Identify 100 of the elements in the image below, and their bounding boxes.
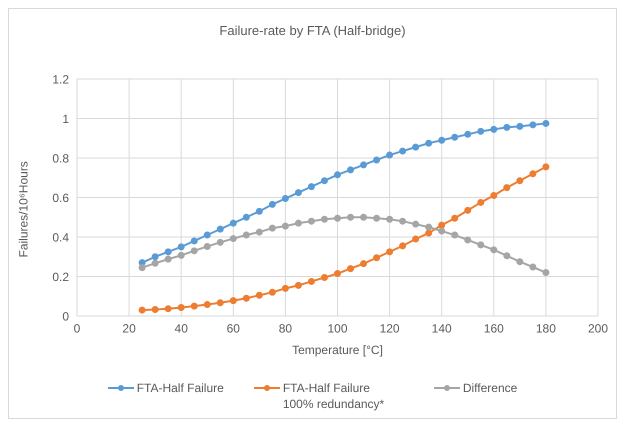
x-tick-label: 80 [278, 322, 292, 336]
point [438, 222, 446, 229]
point [425, 140, 432, 147]
point [373, 156, 380, 164]
point [399, 148, 406, 155]
point [334, 214, 341, 222]
point [360, 260, 368, 268]
point [152, 260, 159, 267]
point [529, 121, 536, 128]
y-tick-label: 0.6 [52, 190, 70, 205]
point [399, 242, 406, 250]
point [152, 306, 159, 313]
point [451, 214, 458, 222]
point [204, 301, 211, 308]
point [178, 243, 185, 250]
point [425, 230, 432, 237]
point [490, 192, 498, 200]
legend-label: Difference [462, 380, 518, 396]
x-tick-label: 180 [536, 322, 556, 336]
point [542, 120, 550, 127]
point [268, 288, 276, 296]
point [138, 306, 146, 314]
point [138, 264, 146, 272]
point [542, 163, 550, 170]
point [190, 247, 198, 254]
x-tick-label: 0 [74, 322, 81, 336]
point [516, 177, 524, 184]
point [190, 237, 198, 244]
point [152, 253, 159, 260]
point [256, 228, 263, 236]
x-tick-label: 20 [122, 322, 136, 336]
y-tick-label: 1 [62, 112, 70, 126]
x-tick-label: 60 [226, 322, 240, 336]
point [529, 264, 536, 271]
point [477, 241, 484, 248]
chart-title: Failure-rate by FTA (Half-bridge) [218, 23, 407, 38]
point [282, 284, 289, 292]
point [412, 235, 420, 242]
point [282, 222, 289, 230]
point [204, 242, 211, 250]
y-tick-label: 0.4 [52, 230, 70, 244]
x-tick-label: 100 [327, 322, 348, 336]
point [320, 216, 328, 223]
point [477, 128, 484, 135]
point [529, 170, 536, 178]
point [438, 228, 446, 235]
x-tick-label: 200 [588, 322, 608, 336]
x-tick-label: 120 [380, 322, 400, 336]
point [360, 214, 368, 221]
point [268, 224, 276, 232]
point [256, 292, 263, 299]
point [516, 122, 524, 130]
point [216, 238, 224, 246]
point [451, 232, 458, 239]
x-axis-title: Temperature [°C] [292, 343, 383, 357]
point [425, 224, 432, 231]
point [230, 297, 237, 304]
point [294, 220, 302, 227]
point [308, 278, 315, 285]
point [464, 236, 472, 244]
point [347, 265, 354, 272]
x-tick-label: 160 [484, 322, 504, 336]
point [516, 258, 524, 266]
legend-label: FTA-Half Failure 100% redundancy* [282, 380, 386, 412]
y-tick-label: 1.2 [52, 72, 70, 86]
point [451, 134, 458, 141]
point [464, 130, 472, 138]
point [242, 294, 250, 302]
y-tick-label: 0 [62, 309, 70, 324]
point [164, 248, 172, 256]
point [294, 189, 302, 196]
point [373, 214, 380, 222]
point [503, 124, 510, 131]
point [464, 206, 472, 214]
point [490, 246, 498, 254]
point [373, 254, 380, 262]
y-axis-title: Failures/10⁶Hours [16, 161, 30, 258]
point [503, 252, 510, 260]
x-tick-label: 140 [432, 322, 452, 336]
point [412, 144, 420, 151]
point [360, 161, 368, 168]
point [386, 248, 394, 256]
point [477, 198, 484, 206]
point [308, 183, 315, 190]
point [294, 282, 302, 289]
y-tick-label: 0.8 [52, 151, 70, 166]
point [412, 220, 420, 228]
point [282, 194, 289, 202]
point [164, 256, 172, 263]
point [216, 226, 224, 233]
point [334, 171, 341, 178]
point [542, 269, 550, 276]
point [438, 136, 446, 144]
point [230, 235, 237, 242]
point [178, 252, 185, 259]
point [490, 126, 498, 133]
point [320, 177, 328, 184]
point [230, 220, 237, 227]
point [347, 214, 354, 221]
point [334, 270, 341, 278]
